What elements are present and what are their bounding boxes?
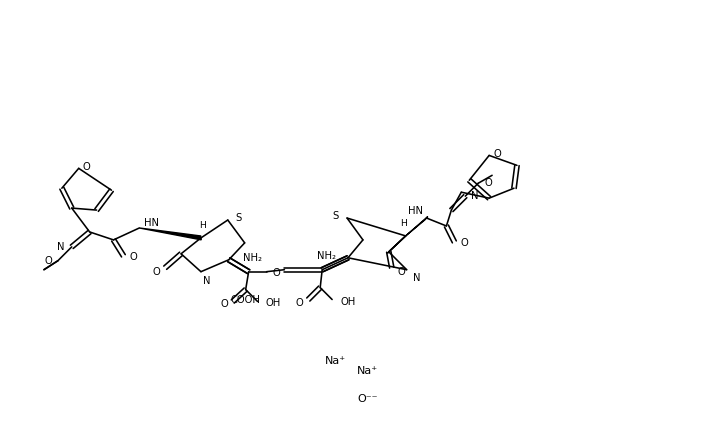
Text: HN: HN xyxy=(144,218,159,228)
Text: HN: HN xyxy=(408,206,422,216)
Text: N: N xyxy=(203,276,210,285)
Text: N: N xyxy=(57,242,65,252)
Text: N: N xyxy=(413,273,420,283)
Text: O: O xyxy=(82,162,90,172)
Text: OH: OH xyxy=(265,298,281,309)
Text: O: O xyxy=(398,267,406,277)
Text: O: O xyxy=(153,267,161,277)
Text: Na⁺: Na⁺ xyxy=(325,356,346,366)
Text: O: O xyxy=(460,238,468,248)
Text: COOH: COOH xyxy=(231,294,260,305)
Text: O: O xyxy=(296,297,303,307)
Text: OH: OH xyxy=(340,297,356,306)
Text: S: S xyxy=(236,213,242,223)
Text: O: O xyxy=(220,300,228,310)
Polygon shape xyxy=(406,216,428,236)
Text: O: O xyxy=(44,256,52,266)
Text: O: O xyxy=(484,178,492,188)
Text: Na⁺: Na⁺ xyxy=(358,366,379,376)
Text: N: N xyxy=(471,191,479,201)
Text: O: O xyxy=(130,252,137,262)
Text: S: S xyxy=(333,211,339,221)
Polygon shape xyxy=(139,228,201,240)
Text: NH₂: NH₂ xyxy=(317,251,336,261)
Text: NH₂: NH₂ xyxy=(243,253,262,263)
Text: H: H xyxy=(401,219,407,228)
Text: O: O xyxy=(493,149,501,159)
Text: H: H xyxy=(199,222,206,231)
Text: O⁻⁻: O⁻⁻ xyxy=(358,394,378,404)
Text: O: O xyxy=(272,268,280,278)
Polygon shape xyxy=(387,236,406,253)
